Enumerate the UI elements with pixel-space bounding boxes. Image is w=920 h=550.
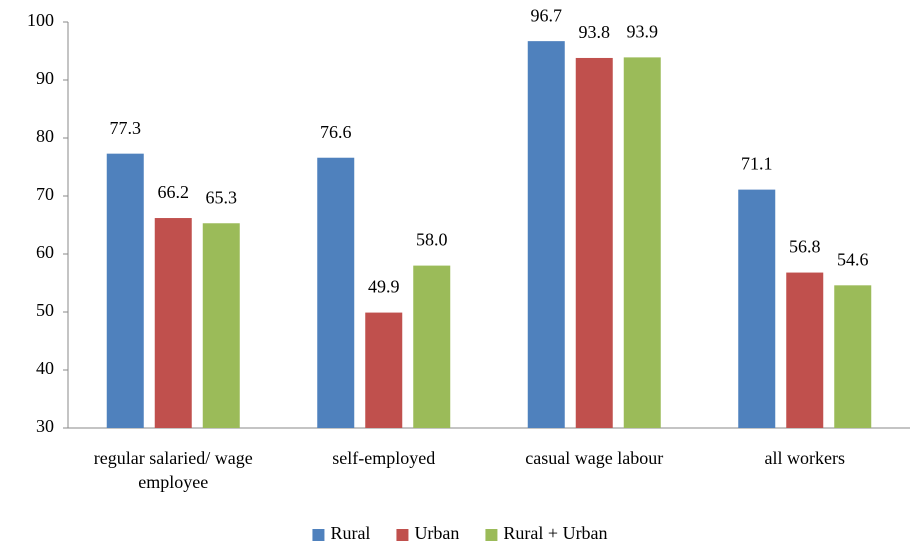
data-label: 93.9	[627, 22, 659, 42]
data-label: 58.0	[416, 230, 448, 250]
bar	[154, 218, 192, 428]
y-tick-label: 50	[36, 300, 54, 320]
x-tick-label: casual wage labour	[525, 448, 664, 468]
data-label: 93.8	[579, 22, 611, 42]
y-tick-label: 80	[36, 126, 54, 146]
bar	[317, 157, 355, 428]
y-tick-label: 40	[36, 358, 54, 378]
bar	[623, 57, 661, 428]
bar	[575, 57, 613, 429]
bar	[738, 189, 776, 428]
bar	[527, 41, 565, 428]
data-label: 77.3	[110, 118, 142, 138]
y-tick-label: 90	[36, 68, 54, 88]
legend-swatch	[312, 529, 325, 541]
legend-swatch	[396, 529, 409, 541]
legend-label: Urban	[414, 523, 459, 543]
bar	[834, 285, 872, 428]
bar	[202, 223, 240, 428]
y-tick-label: 30	[36, 416, 54, 436]
bar	[106, 153, 144, 428]
bar	[413, 265, 451, 428]
data-label: 66.2	[158, 182, 190, 202]
legend-label: Rural + Urban	[503, 523, 607, 543]
y-tick-label: 70	[36, 184, 54, 204]
legend-swatch	[485, 529, 498, 541]
data-label: 56.8	[789, 237, 821, 257]
x-tick-label: all workers	[764, 448, 845, 468]
y-tick-label: 100	[27, 10, 54, 30]
data-label: 96.7	[531, 5, 563, 25]
bar	[786, 272, 824, 428]
x-tick-label: regular salaried/ wage employee	[93, 448, 253, 492]
y-tick-label: 60	[36, 242, 54, 262]
legend-label: Rural	[330, 523, 370, 543]
data-label: 49.9	[368, 277, 400, 297]
data-label: 54.6	[837, 249, 869, 269]
data-label: 65.3	[206, 187, 238, 207]
data-label: 71.1	[741, 154, 773, 174]
data-label: 76.6	[320, 122, 352, 142]
x-tick-label: self-employed	[332, 448, 436, 468]
bar	[365, 312, 403, 428]
